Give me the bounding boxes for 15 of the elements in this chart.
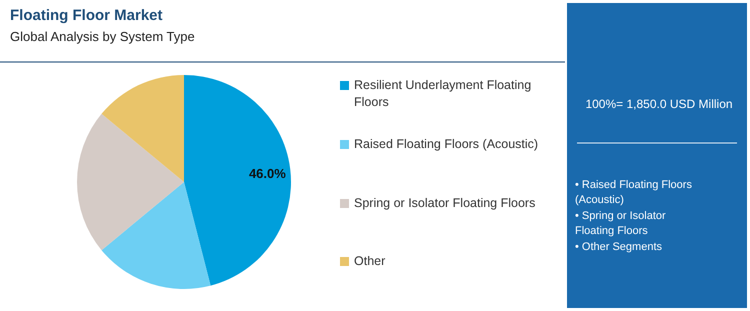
data-label: 46.0% [248, 166, 286, 182]
pie-slice [184, 75, 291, 286]
pie-slice [77, 114, 184, 250]
text: • Spring or Isolator Floating Floors [575, 210, 666, 237]
legend-label: Resilient Underlayment Floating Floors [354, 78, 532, 109]
legend-label: Spring or Isolator Floating Floors [354, 196, 536, 210]
chart-subtitle: Global Analysis by System Type [10, 29, 195, 44]
text: • Other Segments [575, 241, 662, 253]
chart-title: Floating Floor Market [10, 7, 163, 24]
pie-slice [102, 182, 211, 289]
legend-label: Other [354, 254, 386, 268]
text: • Raised Floating Floors (Acoustic) [575, 179, 692, 206]
text: 100%= 1,850.0 USD Million [585, 97, 733, 111]
legend-label: Raised Floating Floors (Acoustic) [354, 137, 538, 151]
pie-slice [102, 75, 184, 182]
